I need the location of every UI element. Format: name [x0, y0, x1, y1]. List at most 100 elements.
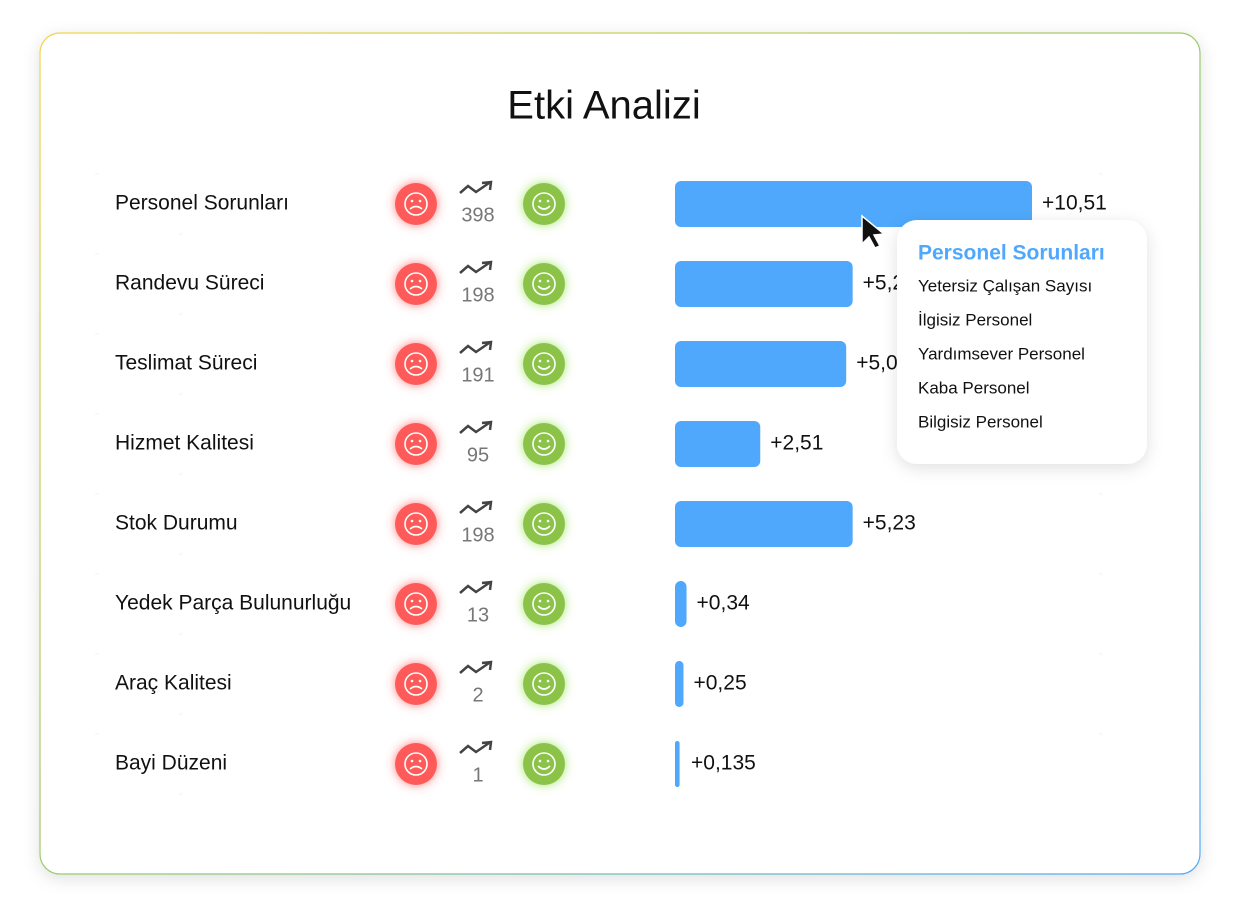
sad-icon — [395, 503, 437, 545]
row-bg — [94, 733, 1114, 795]
count: 198 — [461, 284, 494, 306]
tooltip-item: İlgisiz Personel — [918, 310, 1032, 329]
bar — [675, 421, 761, 467]
sad-circle — [395, 183, 437, 225]
sad-outline — [404, 192, 428, 216]
eye — [410, 519, 414, 523]
sad-outline — [404, 272, 428, 296]
sad-circle — [395, 743, 437, 785]
count: 398 — [461, 204, 494, 226]
trend-icon — [459, 500, 493, 514]
happy-mouth — [537, 685, 551, 690]
happy-mouth — [537, 285, 551, 290]
eye — [546, 279, 550, 283]
happy-circle — [523, 343, 565, 385]
trend-icon — [459, 660, 493, 674]
row-label: Araç Kalitesi — [115, 672, 232, 695]
trend-icon — [459, 180, 493, 194]
trend-icon — [459, 260, 493, 274]
eye — [418, 519, 422, 523]
value-label: +0,135 — [691, 752, 756, 775]
value-label: +10,51 — [1042, 192, 1107, 215]
bar — [675, 261, 853, 307]
sad-outline — [404, 752, 428, 776]
eye — [418, 599, 422, 603]
happy-mouth — [537, 605, 551, 610]
row-label: Stok Durumu — [115, 512, 238, 535]
sad-circle — [395, 583, 437, 625]
happy-mouth — [537, 205, 551, 210]
count: 95 — [467, 444, 489, 466]
eye — [538, 599, 542, 603]
value-label: +5,23 — [863, 512, 916, 535]
sad-mouth — [409, 365, 423, 370]
eye — [546, 439, 550, 443]
trend-icon — [459, 580, 493, 594]
happy-outline — [532, 672, 556, 696]
sad-circle — [395, 663, 437, 705]
title: Etki Analizi — [507, 84, 700, 128]
sad-mouth — [409, 605, 423, 610]
happy-outline — [532, 512, 556, 536]
happy-circle — [523, 503, 565, 545]
sad-outline — [404, 352, 428, 376]
eye — [546, 519, 550, 523]
sad-mouth — [409, 685, 423, 690]
eye — [410, 759, 414, 763]
tooltip-box — [897, 220, 1147, 464]
eye — [538, 199, 542, 203]
happy-outline — [532, 592, 556, 616]
happy-icon — [523, 583, 565, 625]
tooltip: Personel Sorunları Yetersiz Çalışan Sayı… — [897, 220, 1147, 464]
eye — [410, 439, 414, 443]
count: 2 — [472, 684, 483, 706]
row-label: Yedek Parça Bulunurluğu — [115, 592, 351, 615]
happy-outline — [532, 752, 556, 776]
sad-mouth — [409, 285, 423, 290]
row-bg — [94, 493, 1114, 555]
cursor — [861, 214, 886, 249]
count: 198 — [461, 524, 494, 546]
count: 13 — [467, 604, 489, 626]
sad-icon — [395, 263, 437, 305]
sad-icon — [395, 743, 437, 785]
trend-icon — [459, 740, 493, 754]
sad-mouth — [409, 445, 423, 450]
sad-outline — [404, 672, 428, 696]
happy-outline — [532, 432, 556, 456]
happy-circle — [523, 183, 565, 225]
row-label: Teslimat Süreci — [115, 352, 257, 375]
trend-icon — [459, 420, 493, 434]
eye — [538, 759, 542, 763]
sad-outline — [404, 432, 428, 456]
bar — [675, 581, 687, 627]
happy-icon — [523, 263, 565, 305]
value-label: +0,34 — [697, 592, 750, 615]
sad-circle — [395, 343, 437, 385]
row-label: Hizmet Kalitesi — [115, 432, 254, 455]
row-label: Personel Sorunları — [115, 192, 289, 215]
row-bg — [94, 653, 1114, 715]
tooltip-item: Yetersiz Çalışan Sayısı — [918, 276, 1092, 295]
happy-outline — [532, 272, 556, 296]
row-label: Randevu Süreci — [115, 272, 264, 295]
eye — [418, 199, 422, 203]
sad-outline — [404, 512, 428, 536]
tooltip-item: Bilgisiz Personel — [918, 412, 1043, 431]
eye — [418, 759, 422, 763]
eye — [410, 199, 414, 203]
eye — [418, 279, 422, 283]
happy-icon — [523, 663, 565, 705]
sad-outline — [404, 592, 428, 616]
happy-icon — [523, 183, 565, 225]
sad-circle — [395, 263, 437, 305]
sad-circle — [395, 423, 437, 465]
sad-icon — [395, 183, 437, 225]
sad-mouth — [409, 765, 423, 770]
eye — [546, 199, 550, 203]
bar — [675, 501, 853, 547]
trend-icon — [459, 340, 493, 354]
eye — [546, 359, 550, 363]
